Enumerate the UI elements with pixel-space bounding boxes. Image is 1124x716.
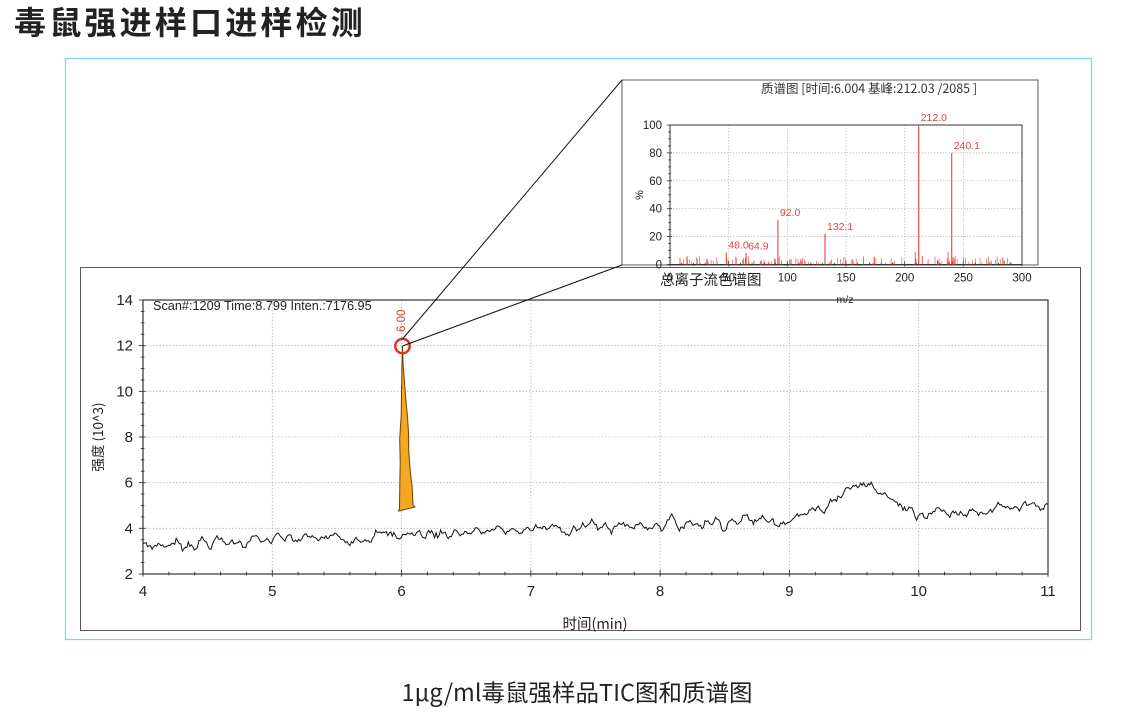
svg-text:%: %: [634, 190, 646, 200]
svg-text:10: 10: [910, 583, 927, 600]
svg-text:6.00: 6.00: [396, 310, 408, 332]
svg-text:毒鼠强进样口进样检测: 毒鼠强进样口进样检测: [14, 0, 366, 44]
svg-text:64.9: 64.9: [748, 240, 769, 252]
svg-text:Scan#:1209 Time:8.799 Inten.: Scan#:1209 Time:8.799 Inten.:7176.95: [153, 299, 372, 313]
svg-text:6: 6: [125, 475, 133, 492]
svg-text:100: 100: [643, 120, 662, 132]
svg-text:8: 8: [125, 429, 133, 446]
svg-text:150: 150: [836, 273, 855, 285]
svg-text:100: 100: [778, 273, 797, 285]
svg-text:60: 60: [649, 176, 662, 188]
svg-text:1μg/ml毒鼠强样品TIC图和质谱图: 1μg/ml毒鼠强样品TIC图和质谱图: [402, 674, 753, 708]
svg-text:132.1: 132.1: [827, 221, 853, 233]
svg-text:14: 14: [116, 292, 133, 309]
svg-text:质谱图 [时间:6.004 基峰:212.03 /2085: 质谱图 [时间:6.004 基峰:212.03 /2085 ]: [761, 78, 977, 97]
svg-text:强度 (10^3): 强度 (10^3): [87, 402, 107, 471]
svg-text:4: 4: [139, 583, 147, 600]
svg-text:80: 80: [649, 148, 662, 160]
svg-text:4: 4: [125, 520, 133, 537]
svg-text:200: 200: [895, 273, 914, 285]
svg-text:总离子流色谱图: 总离子流色谱图: [660, 269, 762, 290]
svg-text:10: 10: [116, 383, 133, 400]
svg-text:9: 9: [785, 583, 793, 600]
svg-text:5: 5: [268, 583, 276, 600]
svg-text:40: 40: [649, 204, 662, 216]
svg-text:6: 6: [397, 583, 405, 600]
svg-text:212.0: 212.0: [921, 112, 947, 124]
svg-text:0: 0: [656, 260, 662, 272]
svg-text:240.1: 240.1: [954, 140, 980, 152]
svg-text:0: 0: [667, 273, 673, 285]
svg-text:50: 50: [722, 273, 735, 285]
svg-text:12: 12: [116, 338, 133, 355]
svg-text:2: 2: [125, 566, 133, 583]
svg-text:时间(min): 时间(min): [562, 613, 627, 634]
svg-text:48.0: 48.0: [728, 240, 749, 252]
svg-text:7: 7: [527, 583, 535, 600]
svg-text:20: 20: [649, 232, 662, 244]
svg-text:8: 8: [656, 583, 664, 600]
svg-text:300: 300: [1012, 273, 1031, 285]
svg-text:m/z: m/z: [837, 294, 854, 306]
svg-text:92.0: 92.0: [780, 207, 801, 219]
svg-text:250: 250: [954, 273, 973, 285]
svg-text:11: 11: [1040, 583, 1056, 600]
